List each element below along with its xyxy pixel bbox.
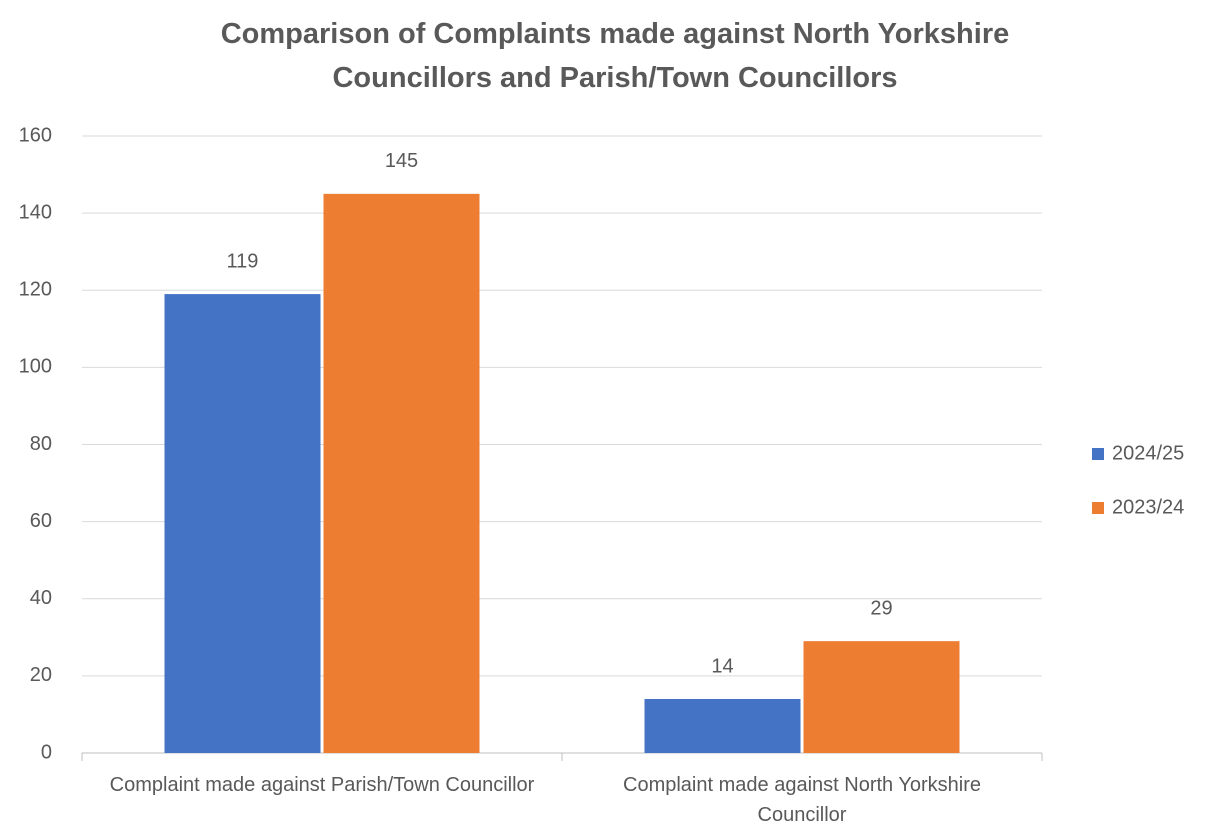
data-label: 119: [227, 250, 259, 272]
legend-label: 2023/24: [1112, 496, 1184, 518]
bar: [644, 699, 801, 753]
legend-swatch: [1092, 448, 1104, 460]
bar: [323, 193, 480, 753]
y-tick-label: 120: [19, 279, 52, 301]
x-tick-label: Complaint made against North Yorkshire C…: [623, 774, 981, 826]
y-tick-label: 20: [30, 664, 52, 686]
y-tick-label: 160: [19, 124, 52, 146]
y-tick-label: 80: [30, 433, 52, 455]
legend-swatch: [1092, 502, 1104, 514]
chart-title: Comparison of Complaints made against No…: [220, 18, 1010, 94]
data-label: 14: [711, 655, 733, 677]
y-tick-label: 60: [30, 510, 52, 532]
bar: [803, 641, 960, 753]
y-tick-label: 40: [30, 587, 52, 609]
data-label: 145: [385, 150, 418, 172]
y-tick-label: 100: [19, 356, 52, 378]
legend-label: 2024/25: [1112, 442, 1184, 464]
data-label: 29: [870, 597, 892, 619]
x-tick-label: Complaint made against Parish/Town Counc…: [109, 774, 535, 796]
y-tick-label: 140: [19, 201, 52, 223]
bar: [164, 294, 321, 753]
y-tick-label: 0: [41, 741, 52, 763]
